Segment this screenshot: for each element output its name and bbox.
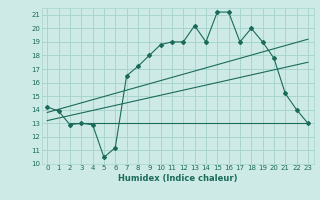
X-axis label: Humidex (Indice chaleur): Humidex (Indice chaleur) bbox=[118, 174, 237, 183]
